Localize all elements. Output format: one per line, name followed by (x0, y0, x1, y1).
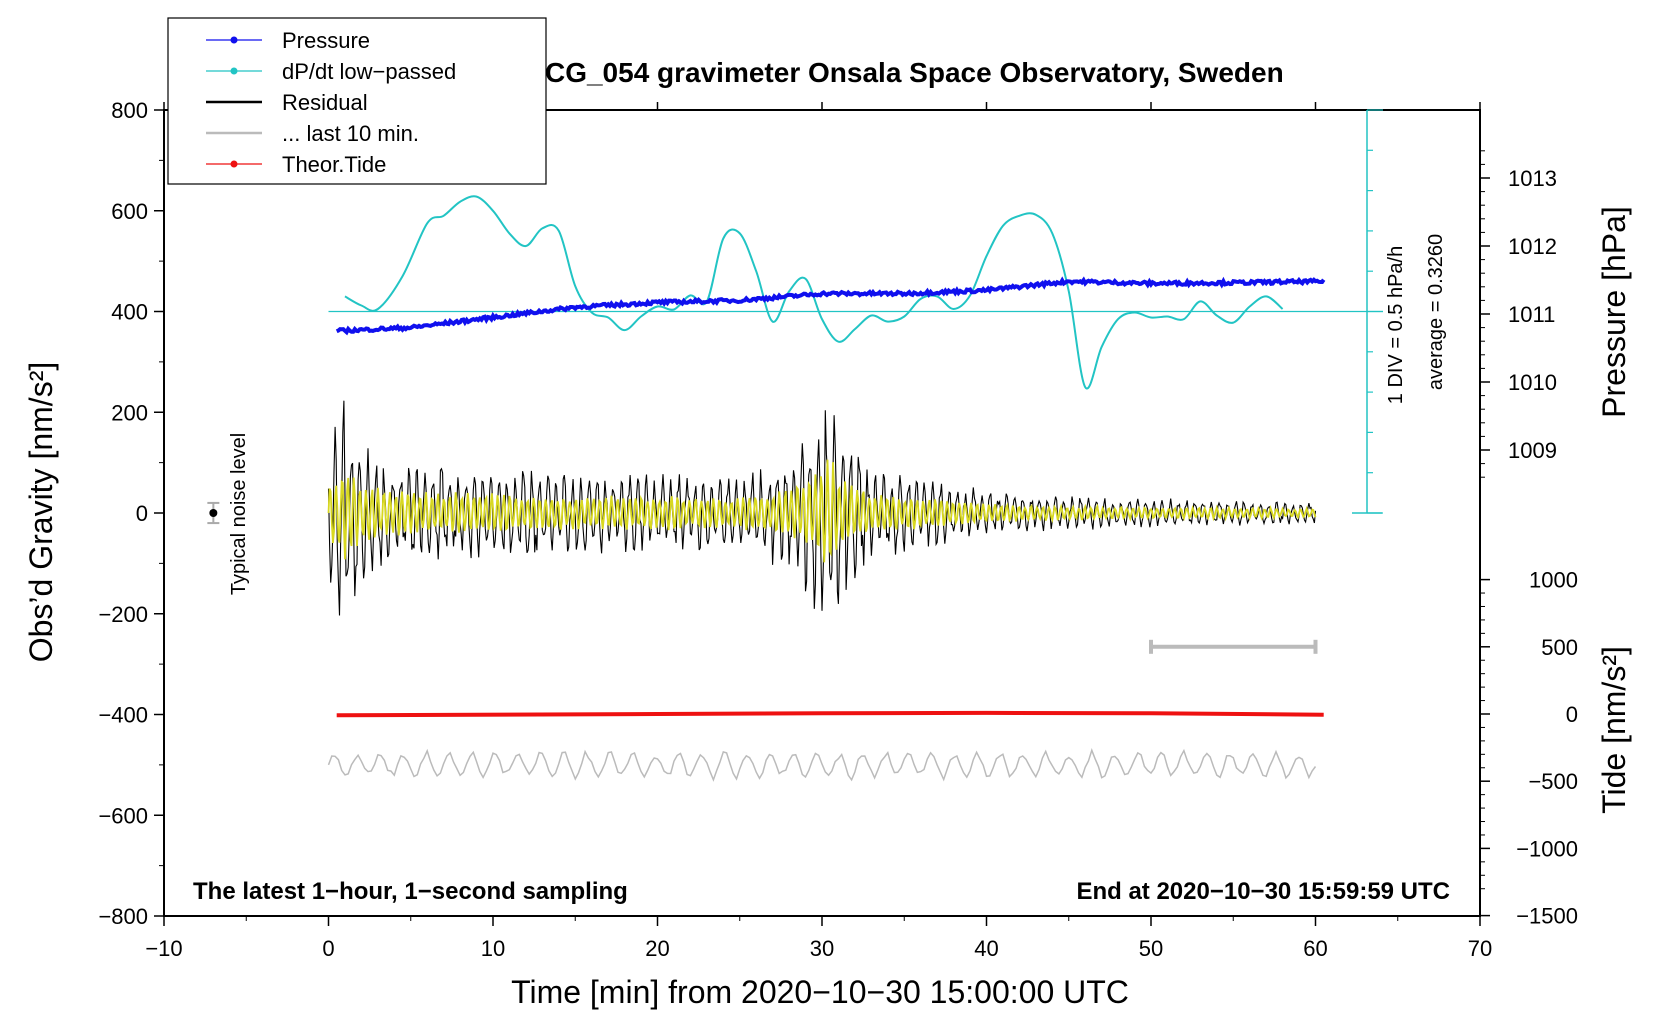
x-tick-label: 50 (1139, 936, 1163, 961)
dpdt-average-label: average = 0.3260 (1425, 234, 1447, 390)
pressure-tick-label: 1011 (1508, 302, 1555, 327)
legend-label: Residual (282, 90, 368, 115)
x-axis-title: Time [min] from 2020−10−30 15:00:00 UTC (511, 974, 1129, 1010)
y-tick-label: 800 (111, 98, 148, 123)
tide-tick-label: 1000 (1529, 568, 1578, 593)
y-tick-label: −600 (98, 803, 148, 828)
tide-tick-label: −500 (1528, 769, 1578, 794)
noise-marker-point (209, 509, 218, 517)
legend: Pressure dP/dt low−passed Residual ... last… (167, 17, 547, 185)
x-tick-label: 40 (974, 936, 998, 961)
y-tick-label: −800 (98, 904, 148, 929)
legend-label: dP/dt low−passed (282, 59, 456, 84)
y-tick-label: 600 (111, 199, 148, 224)
last-10-min-line (327, 748, 1317, 782)
tide-tick-label: 0 (1566, 702, 1578, 727)
y-axis-title: Obs’d Gravity [nm/s²] (23, 362, 59, 663)
tick-labels: −10 0 10 20 30 40 50 60 70 −800 −600 −400 −200 0 200 40… (98, 98, 1578, 961)
legend-label: Theor.Tide (282, 152, 386, 177)
tide-tick-label: −1000 (1516, 836, 1578, 861)
series-layer (207, 109, 1383, 782)
dpdt-line (344, 195, 1284, 390)
legend-marker (230, 160, 238, 168)
x-tick-label: 20 (645, 936, 669, 961)
tide-axis-title: Tide [nm/s²] (1596, 646, 1632, 814)
pressure-tick-label: 1013 (1508, 166, 1557, 191)
x-tick-label: −10 (145, 936, 182, 961)
y-tick-label: 200 (111, 400, 148, 425)
x-tick-label: 70 (1468, 936, 1492, 961)
y-tick-label: −400 (98, 703, 148, 728)
dpdt-scale-label: 1 DIV = 0.5 hPa/h (1385, 246, 1407, 404)
legend-marker (230, 67, 238, 75)
x-tick-label: 0 (322, 936, 334, 961)
filtered-residual-line (327, 459, 1317, 563)
x-tick-label: 60 (1303, 936, 1327, 961)
y-tick-label: 0 (136, 501, 148, 526)
pressure-tick-label: 1009 (1508, 438, 1557, 463)
residual-line (327, 400, 1317, 616)
tide-tick-label: −1500 (1516, 904, 1578, 929)
pressure-axis-title: Pressure [hPa] (1596, 206, 1632, 418)
y-tick-label: −200 (98, 602, 148, 627)
legend-label: Pressure (282, 28, 370, 53)
noise-level-label: Typical noise level (228, 433, 250, 595)
x-tick-label: 30 (810, 936, 834, 961)
tide-tick-label: 500 (1541, 635, 1578, 660)
annotation-latest-hour: The latest 1−hour, 1−second sampling (193, 878, 628, 905)
annotation-end-time: End at 2020−10−30 15:59:59 UTC (1076, 878, 1450, 905)
y-tick-label: 400 (111, 300, 148, 325)
legend-label: ... last 10 min. (282, 121, 419, 146)
x-tick-label: 10 (481, 936, 505, 961)
legend-marker (230, 36, 238, 44)
pressure-tick-label: 1010 (1508, 370, 1557, 395)
chart-title: SCG_054 gravimeter Onsala Space Observat… (526, 57, 1283, 88)
pressure-tick-label: 1012 (1508, 234, 1557, 259)
pressure-line (335, 276, 1326, 336)
tide-line (336, 710, 1324, 718)
